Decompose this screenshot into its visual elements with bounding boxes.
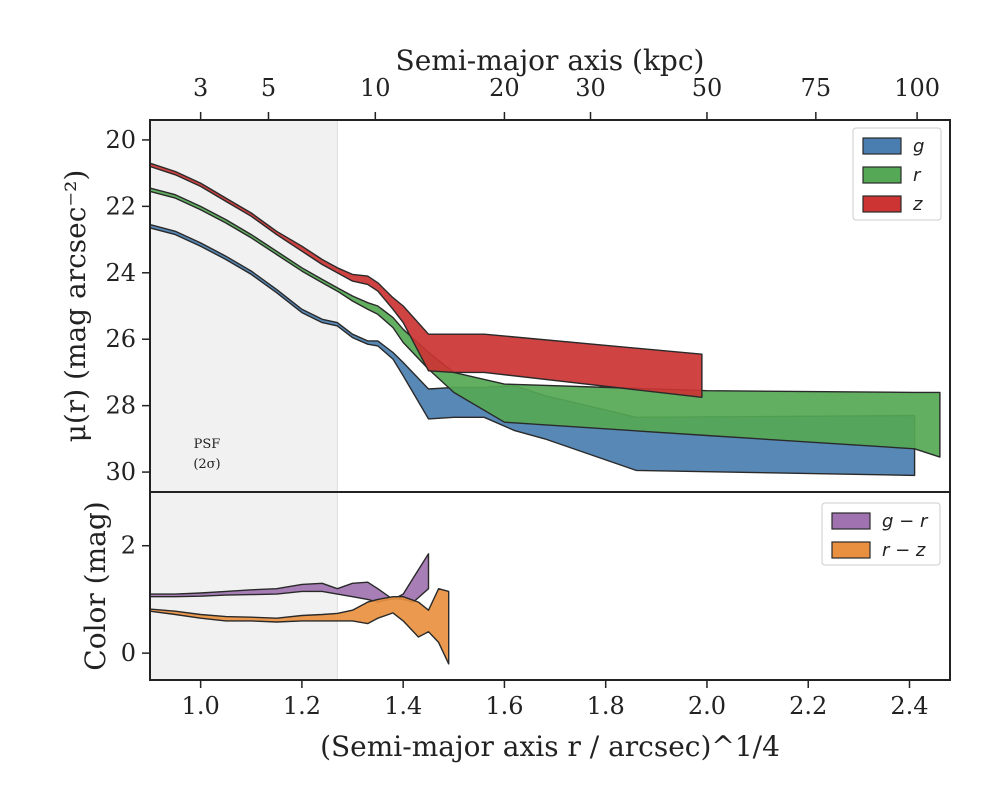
ytick-label-bottom: 2: [121, 532, 136, 560]
xtick-label-bottom: 1.2: [283, 692, 321, 720]
legend-top-swatch: [862, 166, 902, 184]
xtick-label-bottom: 2.2: [789, 692, 827, 720]
psf-label: PSF: [194, 437, 221, 452]
band-g: [149, 223, 916, 477]
xtick-label-bottom: 2.0: [688, 692, 726, 720]
top-panel-ylabel: μ(r) (mag arcsec⁻²): [59, 170, 92, 443]
legend-top-label: z: [912, 194, 923, 215]
bottom-panel-frame: [149, 491, 951, 681]
psf-region-top: [150, 120, 338, 492]
xtick-label-bottom: 1.6: [485, 692, 523, 720]
legend-top-swatch: [862, 137, 902, 155]
xtick-label-top-axis: 75: [801, 74, 832, 102]
bottom-axis-title: (Semi-major axis r / arcsec)^1/4: [320, 730, 780, 763]
xtick-label-bottom: 1.4: [384, 692, 422, 720]
legend-bottom-label: g − r: [882, 511, 929, 532]
xtick-label-top-axis: 3: [193, 74, 208, 102]
xtick-label-bottom: 2.4: [890, 692, 928, 720]
top-axis-title: Semi-major axis (kpc): [396, 44, 705, 77]
band-gr: [149, 553, 430, 603]
legend-bottom-swatch: [831, 541, 871, 559]
ytick-label-top: 28: [105, 392, 136, 420]
psf-sublabel: (2σ): [193, 457, 220, 472]
xtick-label-top-axis: 20: [489, 74, 520, 102]
xtick-label-top-axis: 50: [692, 74, 723, 102]
xtick-label-top-axis: 5: [261, 74, 276, 102]
xtick-label-top-axis: 100: [894, 74, 940, 102]
band-z: [149, 162, 703, 398]
legend-top-label: g: [913, 136, 924, 157]
xtick-label-top-axis: 30: [575, 74, 606, 102]
legend-bottom-swatch: [831, 512, 871, 530]
xtick-label-bottom: 1.8: [587, 692, 625, 720]
xtick-label-bottom: 1.0: [182, 692, 220, 720]
ytick-label-top: 30: [105, 458, 136, 486]
ytick-label-top: 24: [105, 259, 136, 287]
legend-top-label: r: [913, 165, 922, 186]
bottom-panel-ylabel: Color (mag): [79, 501, 112, 670]
band-r: [149, 187, 941, 458]
legend-bottom-label: r − z: [882, 540, 926, 561]
band-rz: [149, 588, 450, 665]
ytick-label-top: 26: [105, 325, 136, 353]
legend-top-swatch: [862, 195, 902, 213]
ytick-label-top: 22: [105, 192, 136, 220]
xtick-label-top-axis: 10: [360, 74, 391, 102]
ytick-label-top: 20: [105, 126, 136, 154]
ytick-label-bottom: 0: [121, 639, 136, 667]
